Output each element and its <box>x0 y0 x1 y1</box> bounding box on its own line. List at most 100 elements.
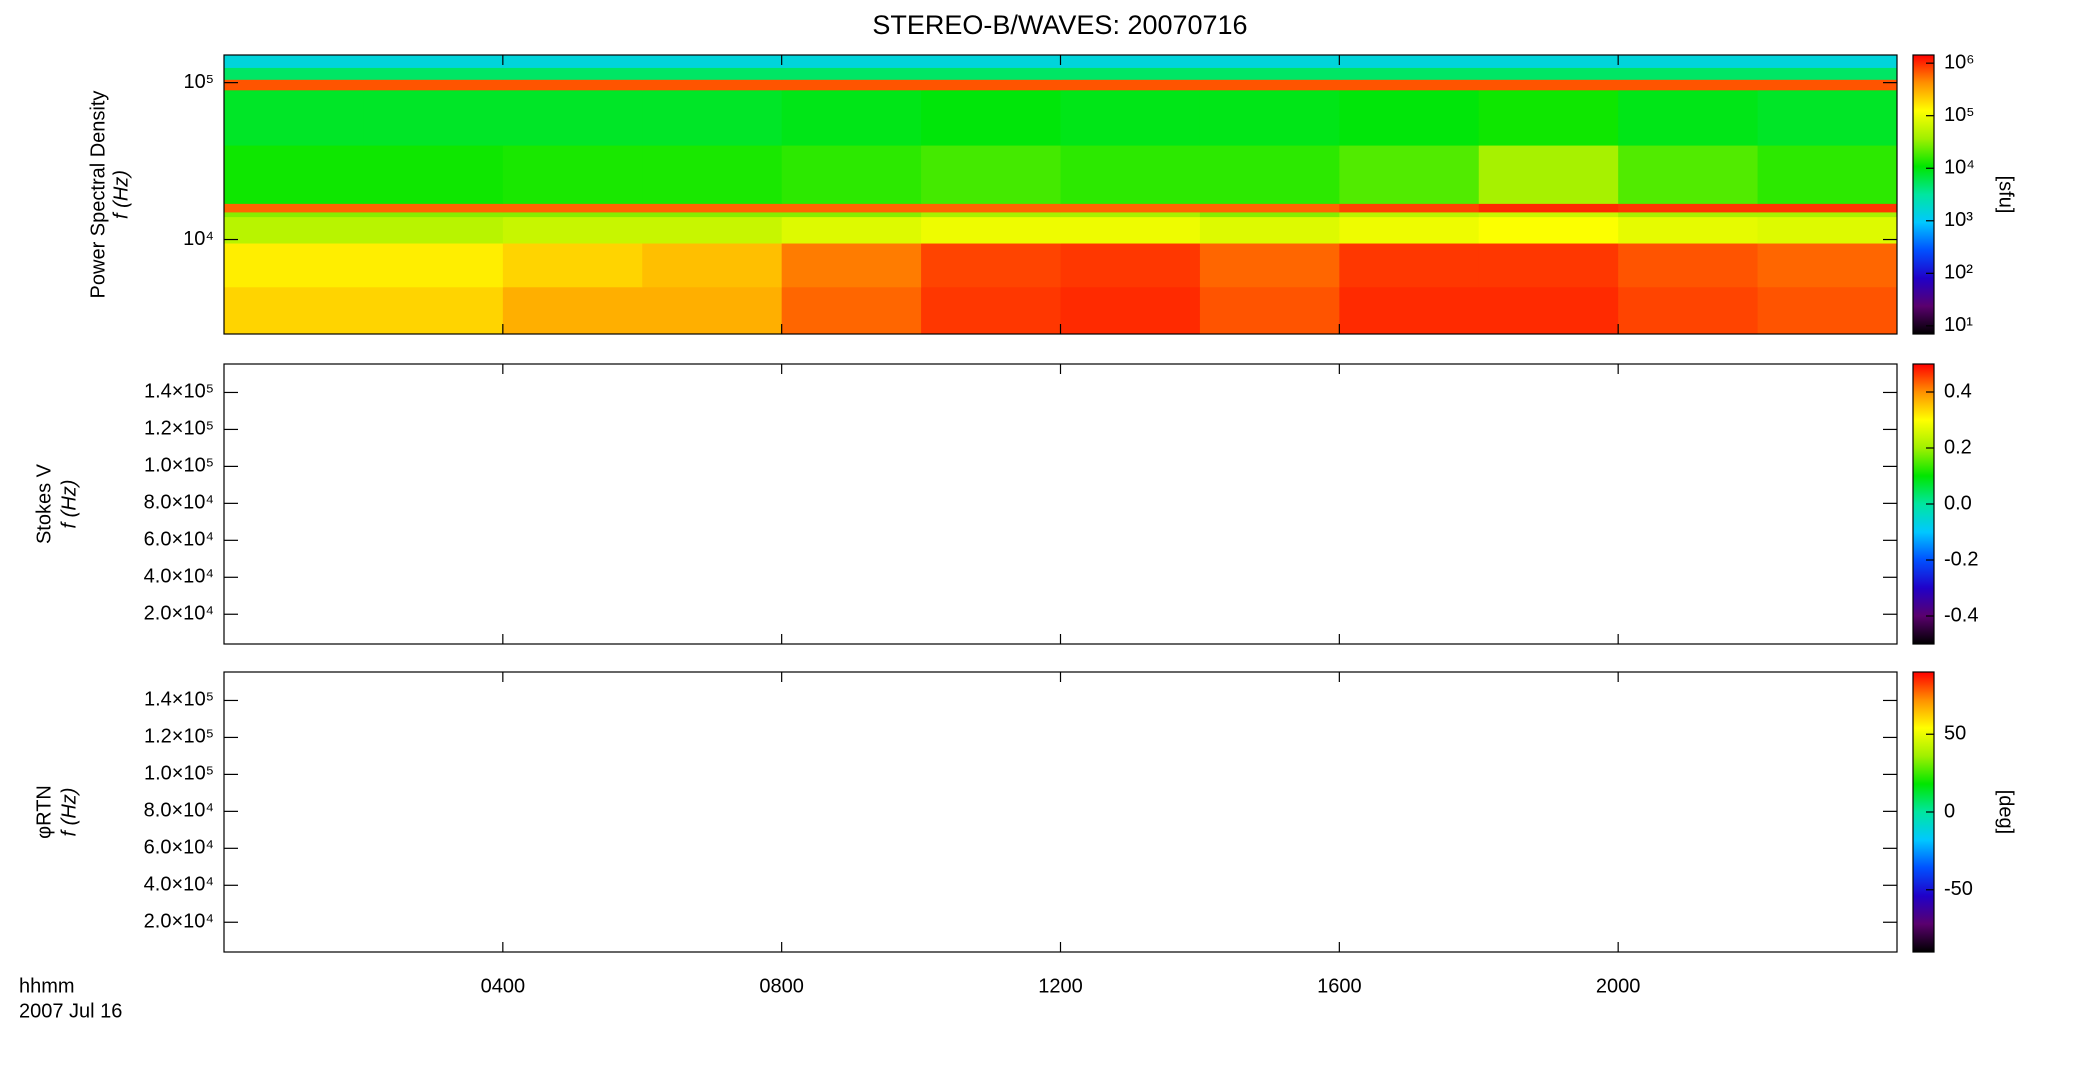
heat-cell <box>363 203 504 213</box>
x-tick-label: 0800 <box>759 975 804 997</box>
heat-cell <box>502 67 643 80</box>
heat-cell <box>1199 216 1340 244</box>
heat-cell <box>363 216 504 244</box>
heat-cell <box>781 89 922 146</box>
heat-cell <box>363 79 504 91</box>
heat-cell <box>1339 243 1480 288</box>
heat-cell <box>1618 145 1759 204</box>
colorbar-tick-label: 0 <box>1944 800 1955 822</box>
colorbar-tick-label: 10³ <box>1944 209 1973 231</box>
heat-cell <box>921 243 1061 288</box>
heat-cell <box>1478 216 1619 244</box>
x-axis-date: 2007 Jul 16 <box>19 1000 122 1022</box>
heat-cell <box>1339 145 1480 204</box>
y-tick-label: 8.0×10⁴ <box>144 800 214 822</box>
y-tick-label: 10⁵ <box>183 71 214 93</box>
colorbar-tick-label: 0.2 <box>1944 436 1972 458</box>
heat-cell <box>1060 211 1201 218</box>
x-tick-label: 0400 <box>481 975 526 997</box>
heat-cell <box>1339 55 1480 68</box>
colorbar-tick-label: 10² <box>1944 262 1973 284</box>
heat-cell <box>921 216 1061 244</box>
heat-cell <box>1618 211 1759 218</box>
heat-cell <box>1339 216 1480 244</box>
heat-cell <box>1060 216 1201 244</box>
heat-cell <box>921 79 1061 91</box>
heat-cell <box>363 55 504 68</box>
heat-cell <box>363 211 504 218</box>
heat-cell <box>1757 67 1898 80</box>
heat-cell <box>363 145 504 204</box>
heat-cell <box>921 145 1061 204</box>
heat-cell <box>1757 79 1898 91</box>
heat-cell <box>1618 286 1759 335</box>
heat-cell <box>224 145 364 204</box>
colorbar-tick-label: 10⁴ <box>1944 157 1975 179</box>
heat-cell <box>781 216 922 244</box>
y-tick-label: 1.2×10⁵ <box>144 726 214 748</box>
heat-cell <box>224 211 364 218</box>
heat-cell <box>1199 55 1340 68</box>
heat-cell <box>502 89 643 146</box>
heat-cell <box>642 79 783 91</box>
heat-cell <box>1339 89 1480 146</box>
y-tick-label: 1.0×10⁵ <box>144 763 214 785</box>
heat-cell <box>1199 243 1340 288</box>
heat-cell <box>1478 55 1619 68</box>
heat-cell <box>642 203 783 213</box>
heat-cell <box>224 286 364 335</box>
heat-cell <box>1757 286 1898 335</box>
heat-cell <box>1339 211 1480 218</box>
heat-cell <box>1339 286 1480 335</box>
heat-cell <box>1757 243 1898 288</box>
heat-cell <box>781 55 922 68</box>
heat-cell <box>1618 89 1759 146</box>
heat-cell <box>642 67 783 80</box>
y-tick-label: 8.0×10⁴ <box>144 492 214 514</box>
x-tick-label: 2000 <box>1596 975 1641 997</box>
y-axis-label: φRTN <box>33 785 55 839</box>
heat-cell <box>363 89 504 146</box>
heat-cell <box>224 89 364 146</box>
heat-cell <box>502 203 643 213</box>
heat-cell <box>1199 89 1340 146</box>
y-tick-label: 6.0×10⁴ <box>144 529 214 551</box>
heat-cell <box>1060 79 1201 91</box>
heat-cell <box>642 211 783 218</box>
y-axis-label: f (Hz) <box>58 480 80 529</box>
heat-cell <box>1199 203 1340 213</box>
y-tick-label: 1.4×10⁵ <box>144 381 214 403</box>
y-tick-label: 2.0×10⁴ <box>144 603 214 625</box>
heat-cell <box>642 55 783 68</box>
heat-cell <box>921 67 1061 80</box>
heat-cell <box>781 243 922 288</box>
heat-cell <box>1478 79 1619 91</box>
heat-cell <box>1478 243 1619 288</box>
heat-cell <box>502 55 643 68</box>
heat-cell <box>1618 79 1759 91</box>
y-tick-label: 1.0×10⁵ <box>144 455 214 477</box>
heat-cell <box>1618 203 1759 213</box>
heat-cell <box>224 203 364 213</box>
heat-cell <box>1060 89 1201 146</box>
y-axis-label: f (Hz) <box>110 170 132 219</box>
heat-cell <box>781 79 922 91</box>
y-tick-label: 1.2×10⁵ <box>144 418 214 440</box>
y-tick-label: 10⁴ <box>183 228 214 250</box>
heat-cell <box>1757 89 1898 146</box>
y-axis-label: f (Hz) <box>58 788 80 837</box>
heat-cell <box>1199 67 1340 80</box>
heat-cell <box>363 243 504 288</box>
colorbar-tick-label: 10¹ <box>1944 314 1973 336</box>
colorbar <box>1913 364 1934 644</box>
colorbar-label: [sfu] <box>1995 176 2017 214</box>
heat-cell <box>1618 67 1759 80</box>
heat-cell <box>1478 211 1619 218</box>
x-tick-label: 1200 <box>1038 975 1083 997</box>
x-tick-label: 1600 <box>1317 975 1362 997</box>
heat-cell <box>781 203 922 213</box>
y-axis-label: Power Spectral Density <box>87 91 109 299</box>
heat-cell <box>1478 145 1619 204</box>
heat-cell <box>224 67 364 80</box>
